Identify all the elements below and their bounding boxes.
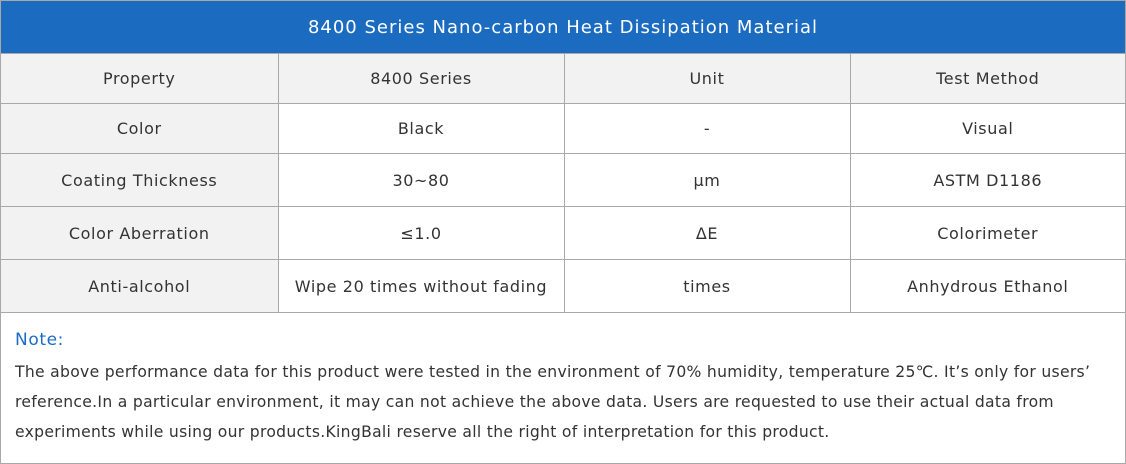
table-cell: Visual <box>849 103 1125 154</box>
table-cell: Black <box>277 103 565 154</box>
header-cell: Test Method <box>849 53 1125 104</box>
table-row: Color Black - Visual <box>1 103 1125 154</box>
note-label: Note: <box>15 330 64 350</box>
table-cell: - <box>563 103 851 154</box>
table-cell: Wipe 20 times without fading <box>277 259 565 313</box>
table-cell: times <box>563 259 851 313</box>
header-cell: 8400 Series <box>277 53 565 104</box>
table-cell: Anti-alcohol <box>1 259 279 313</box>
note-text: The above performance data for this prod… <box>15 363 1091 441</box>
spec-table: Property 8400 Series Unit Test Method Color B… <box>1 53 1125 313</box>
table-row: Color Aberration ≤1.0 ΔE Colorimeter <box>1 206 1125 260</box>
table-cell: ΔE <box>563 206 851 260</box>
table-cell: Color <box>1 103 279 154</box>
header-cell: Property <box>1 53 279 104</box>
note: Note: The above performance data for thi… <box>1 313 1125 447</box>
table-cell: Anhydrous Ethanol <box>849 259 1125 313</box>
header-cell: Unit <box>563 53 851 104</box>
table-cell: ≤1.0 <box>277 206 565 260</box>
table-title: 8400 Series Nano-carbon Heat Dissipation… <box>1 1 1125 53</box>
table-row: Coating Thickness 30~80 μm ASTM D1186 <box>1 153 1125 207</box>
table-cell: μm <box>563 153 851 207</box>
table-cell: Colorimeter <box>849 206 1125 260</box>
table-cell: Coating Thickness <box>1 153 279 207</box>
table-cell: 30~80 <box>277 153 565 207</box>
table-cell: ASTM D1186 <box>849 153 1125 207</box>
table-row: Anti-alcohol Wipe 20 times without fading… <box>1 259 1125 313</box>
table-cell: Color Aberration <box>1 206 279 260</box>
table-row: Property 8400 Series Unit Test Method <box>1 53 1125 104</box>
